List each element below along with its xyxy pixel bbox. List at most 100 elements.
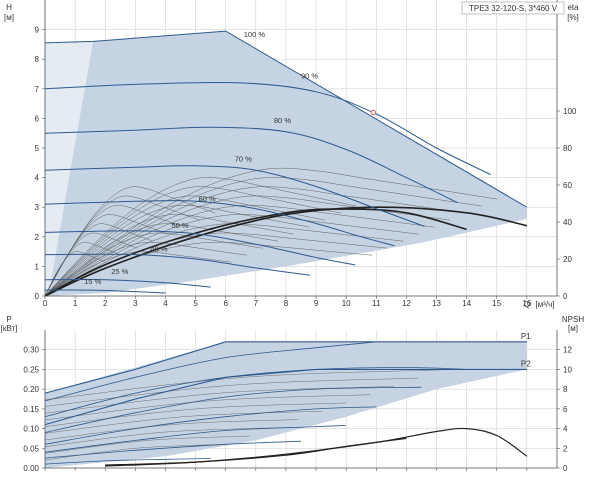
speed-label-6: 40 % [150, 245, 167, 254]
power-curve-6 [44, 458, 211, 465]
speed-label-7: 25 % [111, 267, 128, 276]
power-series-label-P2: P2 [521, 359, 531, 368]
head-system-curve-18 [44, 232, 388, 297]
power-ytick-label-4: 0.20 [23, 385, 39, 394]
power-thin-curve-7 [44, 386, 395, 414]
power-ytick-label-0: 0.00 [23, 464, 39, 473]
speed-label-2: 80 % [274, 116, 291, 125]
head-xtick-label-6: 6 [223, 299, 228, 308]
flow-x-unit: [м³/ч] [536, 300, 555, 309]
head-ytick-label-9: 9 [35, 26, 40, 35]
speed-curve-80pct [44, 126, 458, 204]
head-ytick-label-1: 1 [35, 262, 40, 271]
head-ytick-label-7: 7 [35, 85, 40, 94]
head-plot: 100 %90 %80 %70 %60 %50 %40 %25 %15 %012… [35, 0, 577, 308]
head-ytick-label-6: 6 [35, 114, 40, 123]
head-ytick-label-5: 5 [35, 144, 40, 153]
eta-ytick-label-5: 100 [563, 107, 577, 116]
head-xtick-label-11: 11 [372, 299, 381, 308]
speed-curve-40pct [44, 253, 311, 276]
speed-curve-15pct [44, 289, 166, 294]
speed-curve-60pct [44, 200, 395, 247]
npsh-ytick-label-0: 0 [563, 464, 568, 473]
speed-curve-25pct [44, 278, 211, 288]
power-curve-4 [44, 425, 347, 453]
head-system-curve-23 [44, 186, 467, 297]
speed-label-5: 50 % [171, 221, 188, 230]
eta-ytick-label-3: 60 [563, 181, 572, 190]
eta-y-unit: [%] [567, 13, 579, 22]
npsh-curve-1 [105, 437, 407, 466]
power-ytick-label-3: 0.15 [23, 405, 39, 414]
head-system-curve-24 [44, 177, 482, 297]
eta-y-label: eta [567, 3, 579, 12]
power-thin-curve-1 [44, 435, 250, 454]
head-system-curve-12 [44, 214, 294, 297]
power-series-P1 [44, 341, 527, 394]
eta-ytick-label-1: 20 [563, 255, 572, 264]
power-ytick-label-5: 0.25 [23, 365, 39, 374]
head-xtick-label-12: 12 [402, 299, 411, 308]
head-ytick-label-3: 3 [35, 203, 40, 212]
power-thin-curve-2 [44, 427, 274, 447]
power-thin-curve-4 [44, 411, 323, 434]
eta-ytick-label-2: 40 [563, 218, 572, 227]
eta-curve-0 [44, 206, 528, 297]
power-ytick-label-6: 0.30 [23, 346, 39, 355]
chart-title: TPE3 32-120-S, 3*460 V [469, 4, 558, 13]
npsh-ytick-label-6: 12 [563, 346, 572, 355]
head-operating-area [45, 31, 527, 296]
head-xtick-label-7: 7 [254, 299, 259, 308]
power-ytick-label-1: 0.05 [23, 444, 39, 453]
speed-curve-50pct [44, 230, 356, 266]
power-curve-3 [44, 406, 377, 445]
head-system-curve-15 [44, 186, 341, 297]
power-thin-curve-0 [44, 444, 226, 461]
power-thin-curve-6 [44, 394, 371, 421]
speed-curve-100pct [44, 30, 528, 208]
speed-curve-70pct [44, 165, 425, 227]
npsh-ytick-label-2: 4 [563, 425, 568, 434]
head-xtick-label-2: 2 [103, 299, 108, 308]
head-xtick-label-0: 0 [43, 299, 48, 308]
head-system-curve-7 [44, 186, 216, 297]
npsh-ytick-label-3: 6 [563, 405, 568, 414]
power-series-P2 [44, 368, 527, 426]
power-plot: P1 P2 0.00 0.05 0.10 0.15 0.20 0.25 0.30 0 2 4 6 8 10 1… [23, 330, 572, 473]
head-system-curve-20 [44, 214, 420, 297]
speed-label-3: 70 % [235, 154, 252, 163]
flow-x-label: Q [524, 300, 530, 309]
head-system-curve-25 [44, 167, 498, 297]
power-y-unit: [кВт] [1, 324, 18, 333]
eta-ytick-label-0: 0 [563, 292, 568, 301]
head-ytick-label-8: 8 [35, 55, 40, 64]
npsh-ytick-label-4: 8 [563, 385, 568, 394]
npsh-y-label: NPSH [562, 315, 584, 324]
head-xtick-label-15: 15 [492, 299, 501, 308]
speed-curve-90pct [44, 81, 491, 176]
power-thin-curve-3 [44, 419, 299, 441]
power-curve-1 [44, 367, 467, 418]
power-series-label-P1: P1 [521, 332, 531, 341]
head-xtick-label-10: 10 [342, 299, 351, 308]
head-xtick-label-13: 13 [432, 299, 441, 308]
npsh-y-unit: [м] [568, 324, 578, 333]
head-ytick-label-4: 4 [35, 174, 40, 183]
head-ytick-label-2: 2 [35, 233, 40, 242]
head-y-label: H [6, 3, 12, 12]
head-xtick-label-1: 1 [73, 299, 78, 308]
head-xtick-label-3: 3 [133, 299, 138, 308]
head-xtick-label-14: 14 [462, 299, 471, 308]
head-system-curve-11 [44, 223, 279, 297]
head-system-curve-16 [44, 177, 357, 297]
head-y-unit: [м] [4, 13, 14, 22]
head-xtick-label-4: 4 [163, 299, 168, 308]
speed-label-4: 60 % [199, 194, 216, 203]
power-thin-curve-8 [44, 377, 419, 407]
head-xtick-label-8: 8 [284, 299, 289, 308]
power-curve-0 [44, 341, 377, 402]
head-xtick-label-5: 5 [193, 299, 198, 308]
eta-ytick-label-4: 80 [563, 144, 572, 153]
